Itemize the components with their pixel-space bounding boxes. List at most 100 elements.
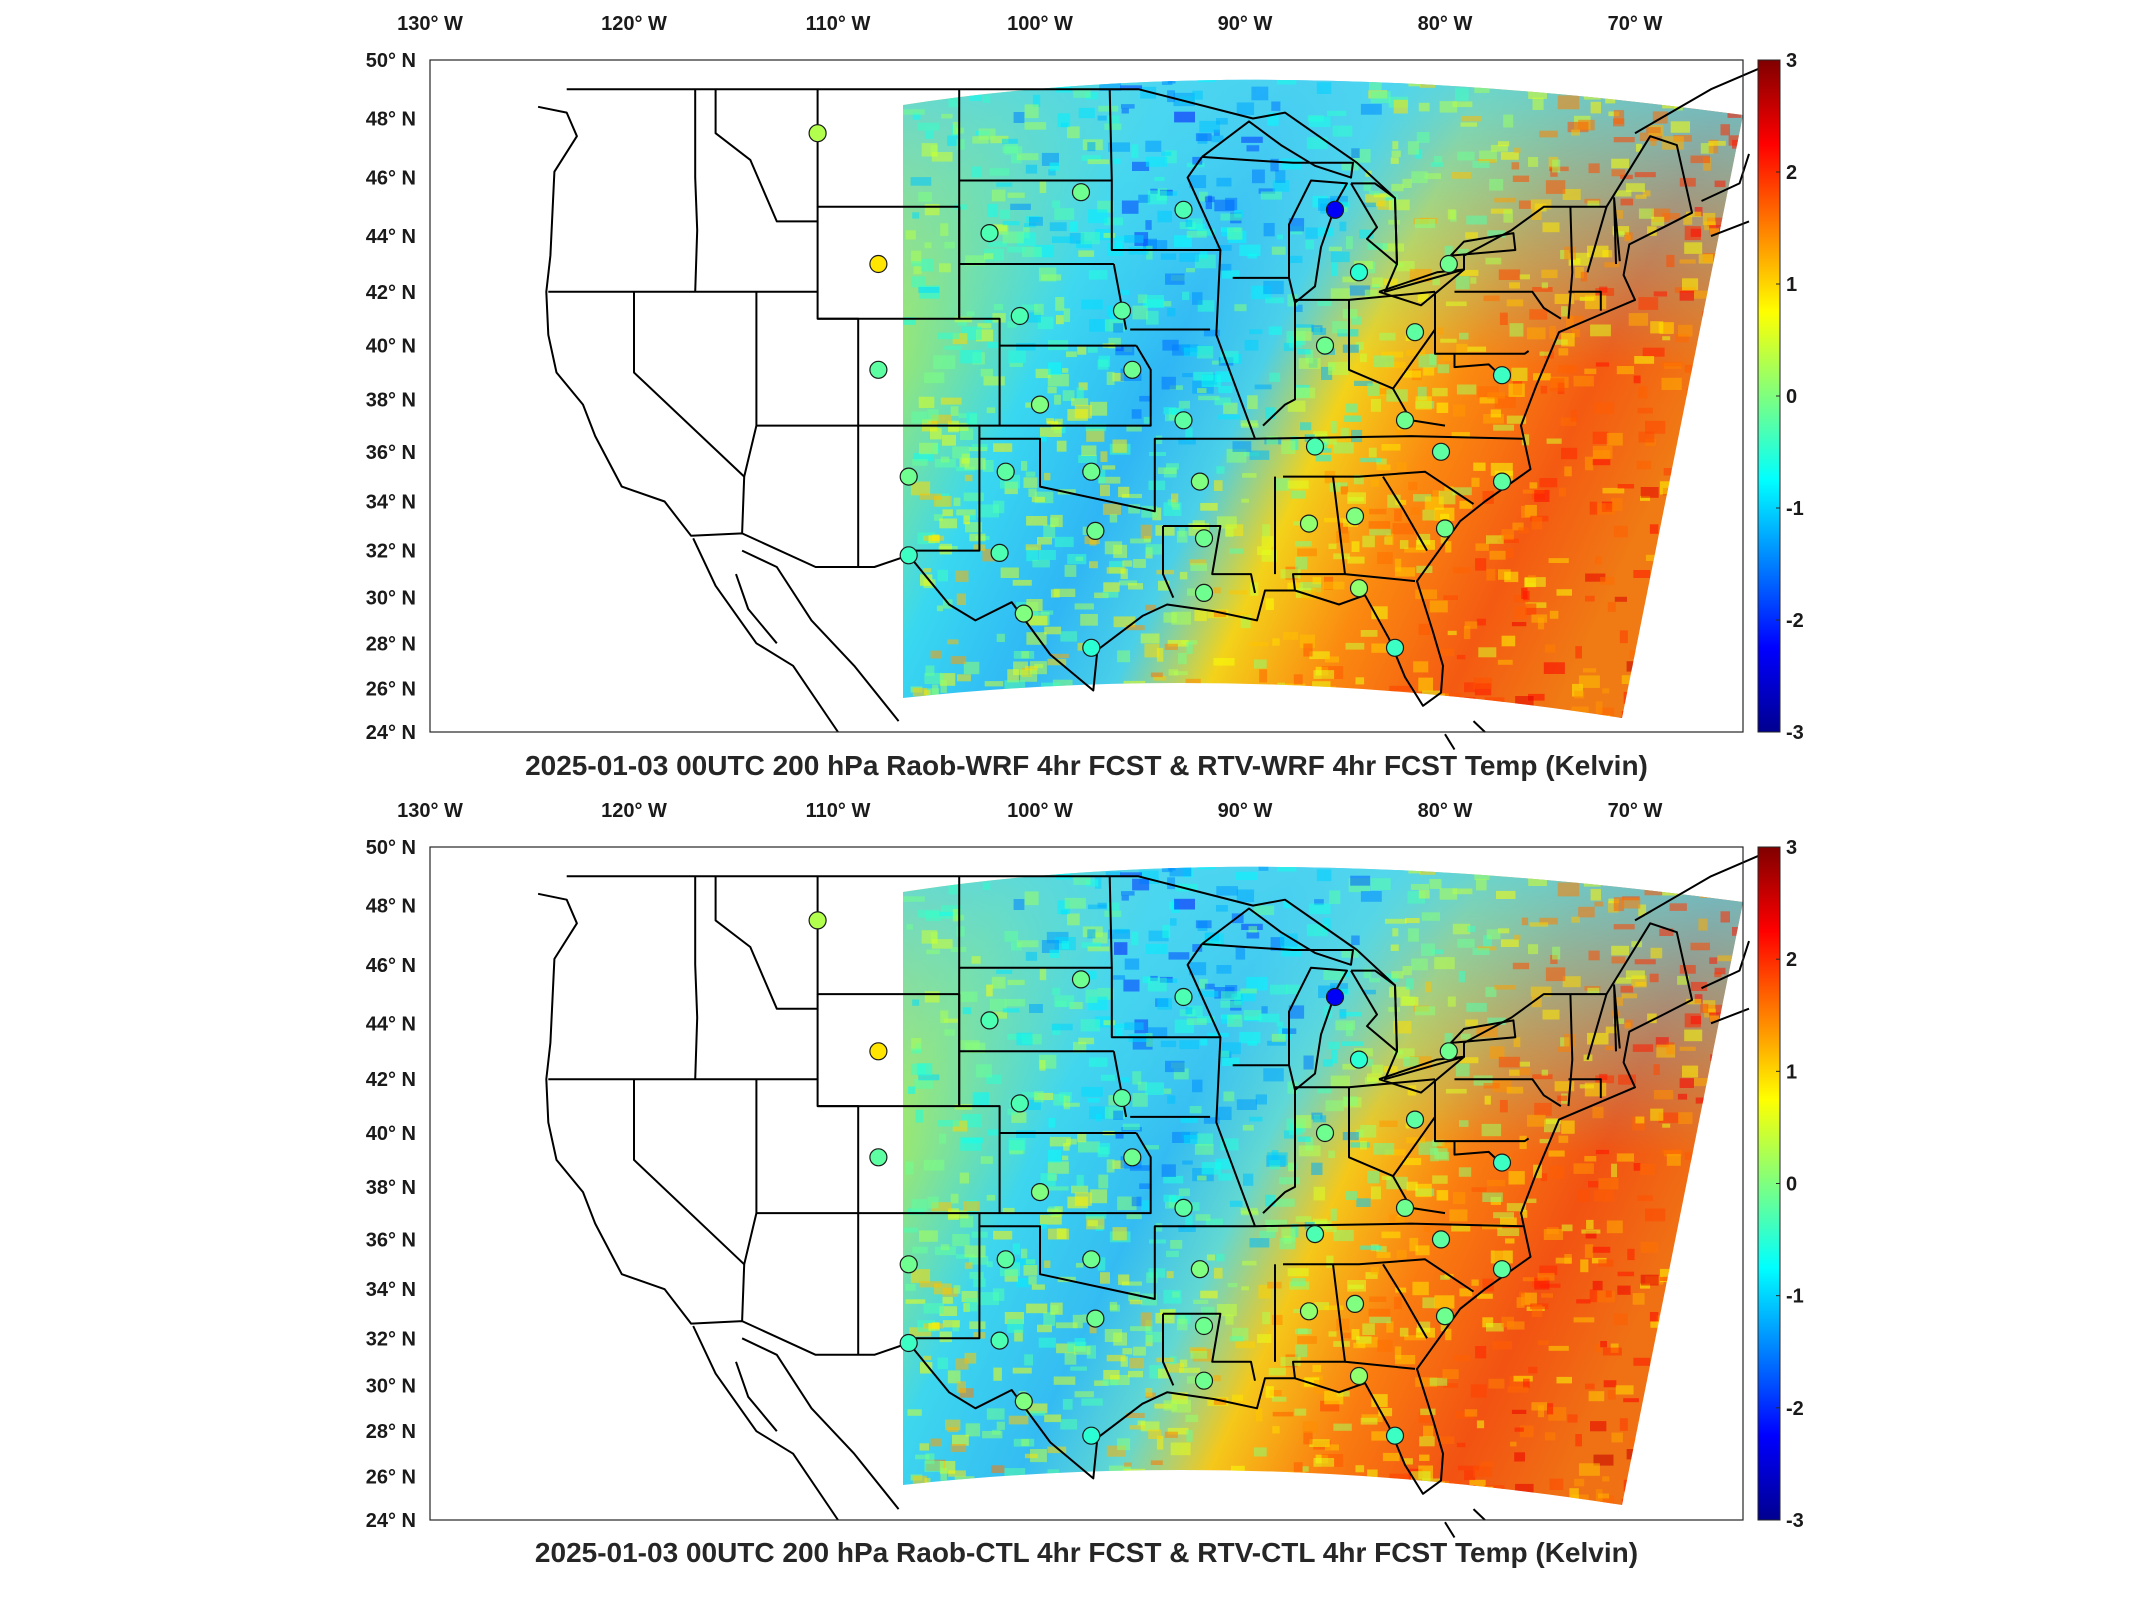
station-marker [1010, 306, 1029, 326]
colorbar-tick-label: 3 [1786, 50, 1797, 72]
station-marker [808, 911, 827, 930]
station-marker [1395, 1198, 1415, 1218]
station-marker [1305, 1224, 1325, 1244]
y-tick-label: 50° N [366, 50, 416, 72]
y-tick-label: 40° N [366, 1123, 416, 1145]
station-marker [1082, 1250, 1101, 1269]
station-marker [1086, 1309, 1105, 1328]
station-marker [1194, 1316, 1214, 1336]
y-tick-label: 40° N [366, 336, 416, 358]
y-tick-label: 24° N [366, 722, 416, 744]
station-marker [1071, 970, 1091, 989]
station-marker [980, 1011, 999, 1030]
station-marker [996, 462, 1015, 481]
station-marker [1014, 604, 1033, 623]
y-tick-label: 32° N [366, 1328, 416, 1350]
colorbar-tick-label: -1 [1786, 1286, 1804, 1308]
station-marker [1030, 1182, 1050, 1202]
station-marker [1492, 472, 1512, 491]
station-marker [899, 546, 918, 565]
y-tick-label: 30° N [366, 588, 416, 610]
colorbar-tick-label: -3 [1786, 1510, 1804, 1532]
y-tick-label: 34° N [366, 492, 416, 514]
y-tick-label: 30° N [366, 1375, 416, 1397]
y-tick-label: 44° N [366, 226, 416, 248]
x-tick-label: 80° W [1418, 800, 1473, 822]
station-marker [1349, 1050, 1369, 1069]
y-tick-label: 48° N [366, 108, 416, 130]
station-marker [1082, 638, 1101, 657]
station-marker [1439, 1042, 1458, 1061]
station-marker [1385, 1426, 1405, 1445]
station-marker [1174, 987, 1193, 1007]
station-marker [1325, 200, 1345, 219]
colorbar-tick-label: 1 [1786, 274, 1797, 296]
station-marker [1395, 411, 1415, 430]
station-marker [990, 543, 1009, 563]
y-tick-label: 24° N [366, 1510, 416, 1532]
station-marker [1492, 1260, 1512, 1279]
station-marker [1194, 529, 1214, 548]
station-marker [1174, 200, 1193, 219]
x-tick-label: 100° W [1007, 800, 1073, 822]
chart-title: 2025-01-03 00UTC 200 hPa Raob-CTL 4hr FC… [535, 1537, 1638, 1568]
colorbar-tick-label: 1 [1786, 1061, 1797, 1083]
station-marker [1030, 395, 1050, 414]
colorbar-tick-label: 0 [1786, 1174, 1797, 1196]
station-marker [1405, 323, 1425, 342]
y-tick-label: 44° N [366, 1013, 416, 1035]
x-tick-label: 100° W [1007, 13, 1073, 35]
station-marker [1349, 263, 1369, 282]
station-marker [1299, 1302, 1319, 1321]
station-marker [1299, 514, 1319, 533]
station-marker [1405, 1110, 1425, 1129]
station-marker [1112, 1088, 1132, 1108]
station-marker [1492, 366, 1512, 385]
x-tick-label: 120° W [601, 800, 667, 822]
chart-title: 2025-01-03 00UTC 200 hPa Raob-WRF 4hr FC… [525, 750, 1648, 781]
station-marker [899, 1255, 918, 1274]
y-tick-label: 38° N [366, 389, 416, 411]
station-marker [1431, 442, 1451, 461]
y-tick-label: 34° N [366, 1279, 416, 1301]
y-tick-label: 42° N [366, 282, 416, 304]
station-marker [996, 1250, 1015, 1269]
x-tick-label: 80° W [1418, 13, 1473, 35]
y-tick-label: 36° N [366, 442, 416, 464]
y-tick-label: 28° N [366, 1421, 416, 1443]
station-marker [1349, 579, 1369, 598]
station-marker [1492, 1153, 1512, 1172]
station-marker [899, 1333, 918, 1353]
y-tick-label: 32° N [366, 541, 416, 563]
station-marker [1082, 462, 1101, 481]
station-marker [1439, 254, 1458, 274]
station-marker [1190, 1260, 1210, 1279]
station-marker [1123, 1148, 1142, 1167]
y-tick-label: 28° N [366, 633, 416, 655]
y-tick-label: 48° N [366, 896, 416, 918]
raob-stations [808, 124, 1512, 657]
station-marker [1014, 1392, 1033, 1411]
station-marker [1010, 1094, 1029, 1113]
station-marker [1123, 360, 1142, 379]
map-panel-2: 130° W 120° W 110° W 100° W 90° W 80° W 70° W 5… [366, 800, 1804, 1568]
station-marker [1315, 1123, 1335, 1143]
y-tick-label: 46° N [366, 955, 416, 977]
station-marker [1315, 336, 1335, 355]
x-tick-label: 90° W [1218, 13, 1273, 35]
plot-frame [429, 846, 1744, 1521]
y-tick-label: 50° N [366, 837, 416, 859]
x-tick-label: 70° W [1608, 800, 1663, 822]
colorbar-tick-label: 2 [1786, 949, 1797, 971]
map-panel-1: 130° W 120° W 110° W 100° W 90° W 80° W 70° W 5… [366, 13, 1804, 781]
station-marker [1086, 521, 1105, 541]
x-tick-label: 90° W [1218, 800, 1273, 822]
station-marker [1190, 472, 1210, 491]
station-marker [869, 254, 888, 274]
colorbar-tick-label: -1 [1786, 498, 1804, 520]
y-tick-label: 46° N [366, 168, 416, 190]
plot-frame [429, 59, 1744, 733]
station-marker [980, 224, 999, 243]
station-marker [1435, 519, 1455, 538]
